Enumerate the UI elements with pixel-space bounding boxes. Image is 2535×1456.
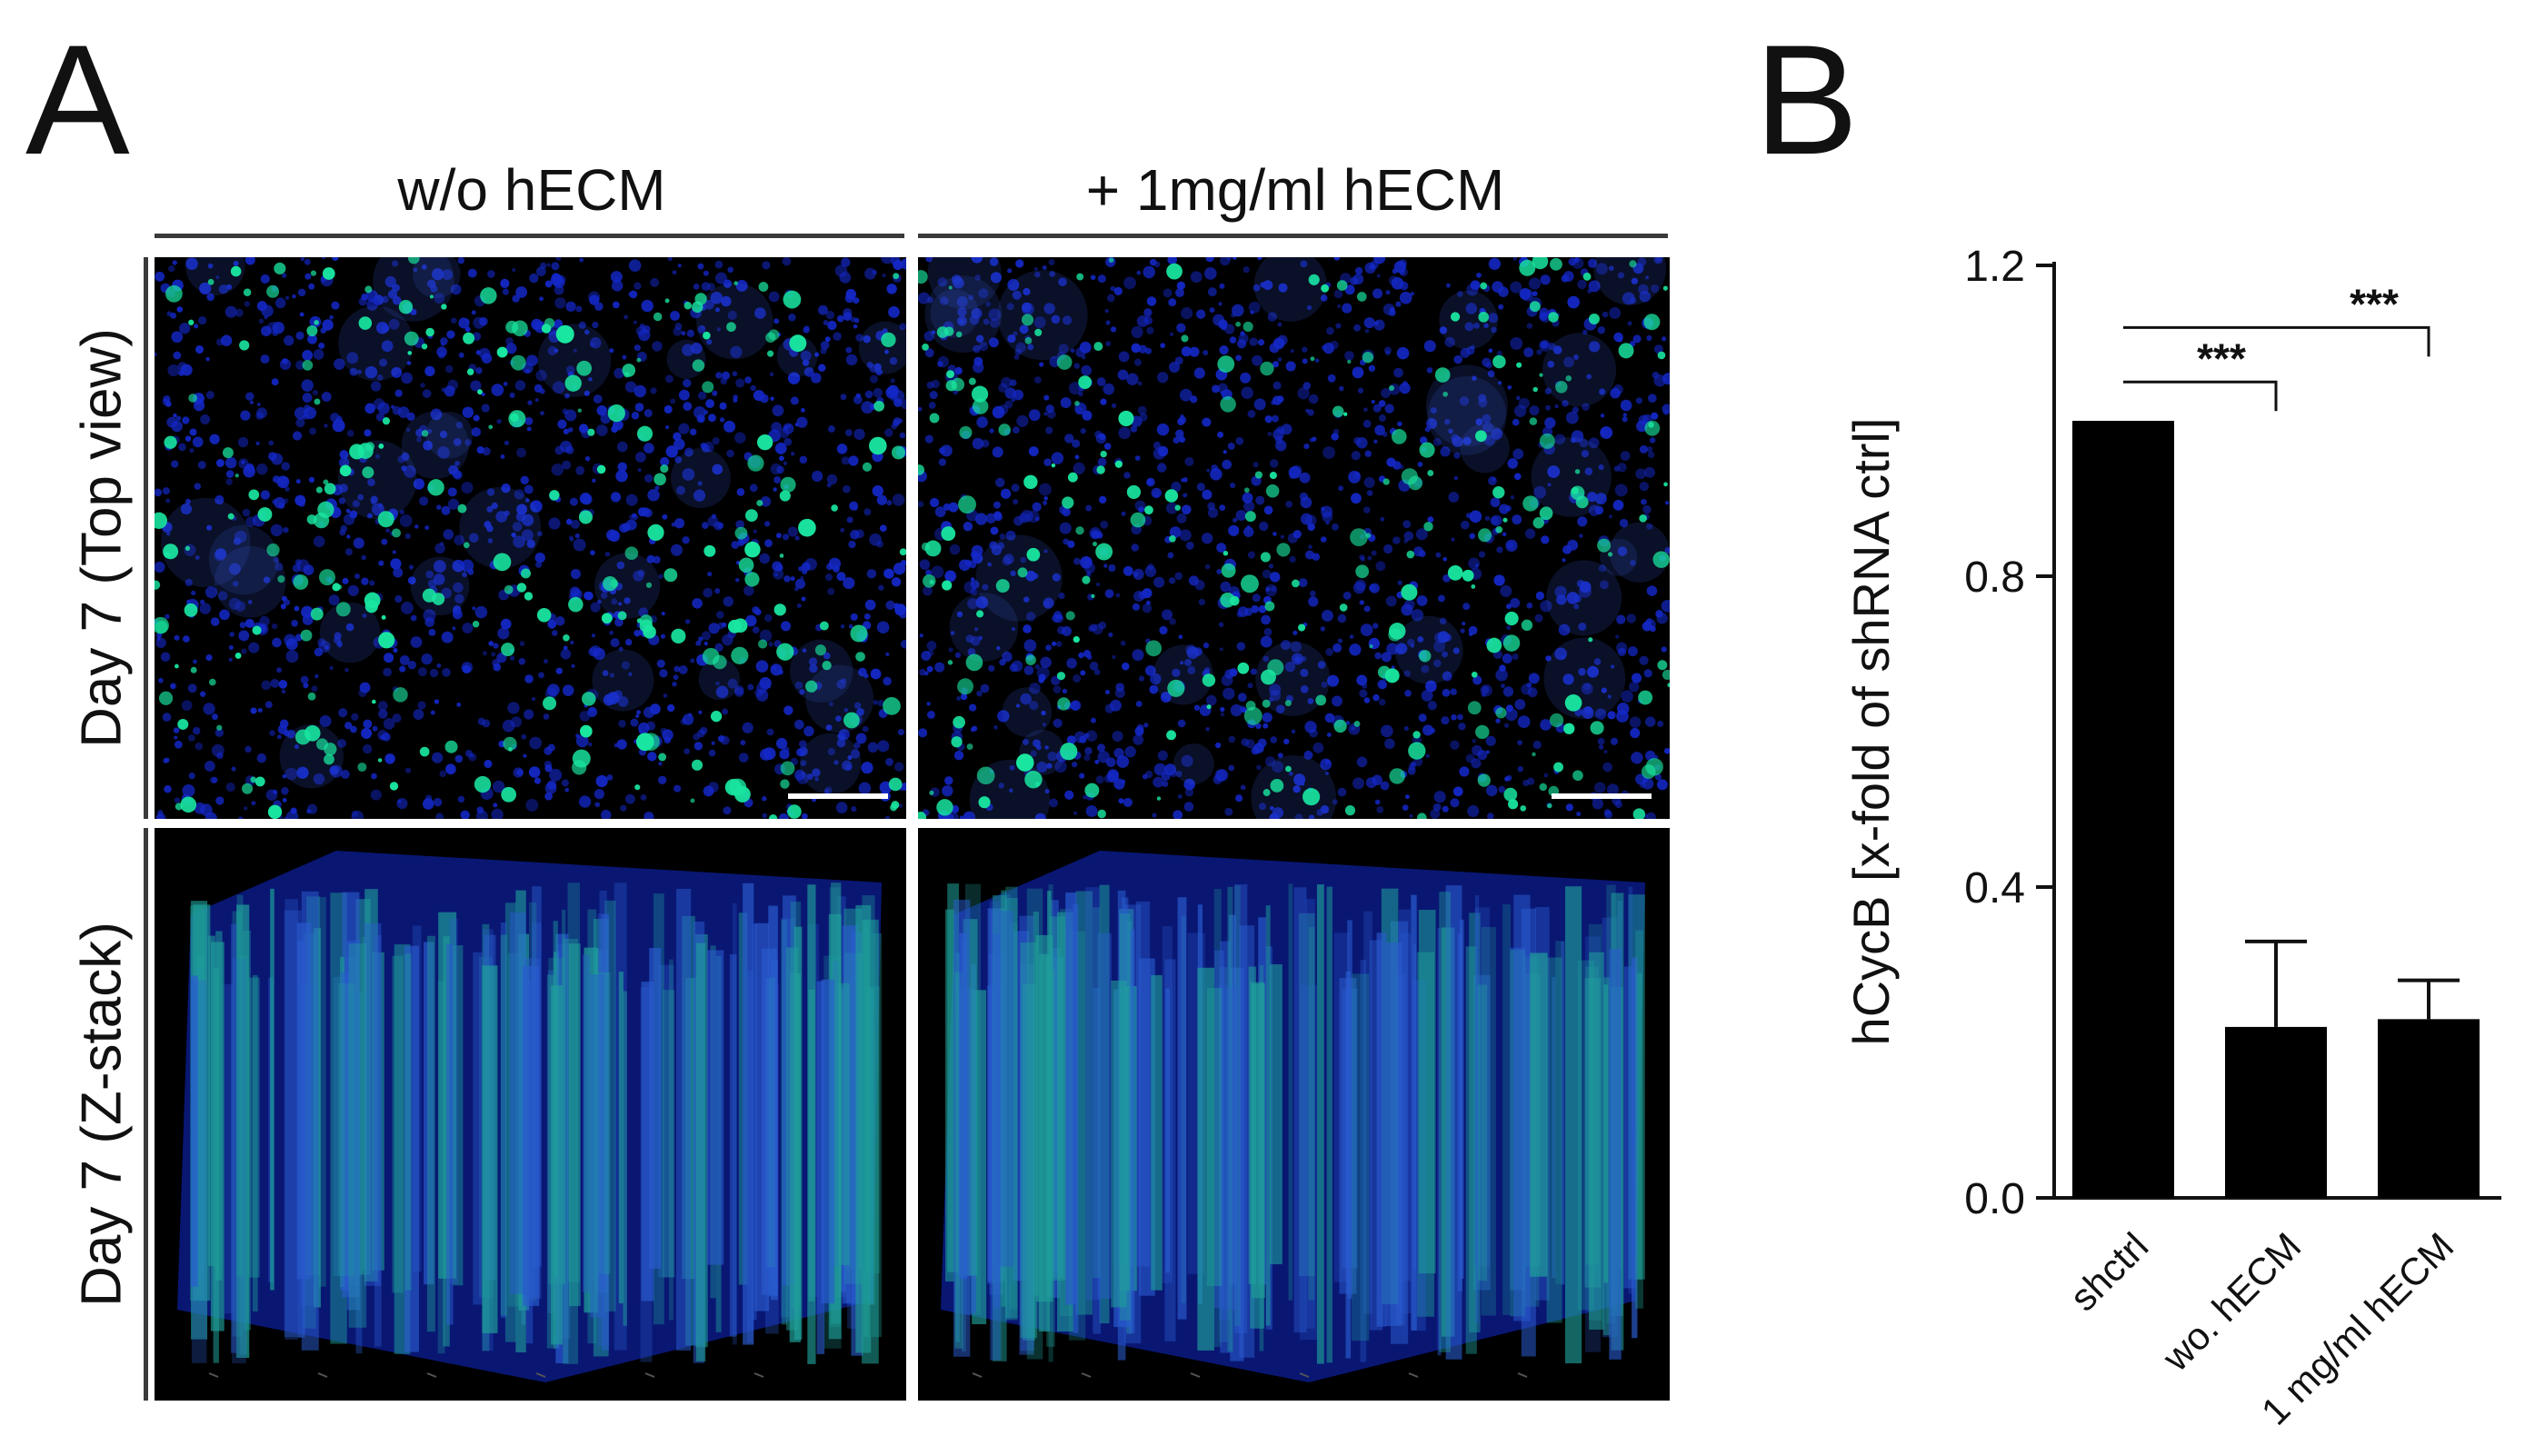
column-header-without-hecm: w/o hECM [397,157,666,223]
bar-chart: 0.0 0.4 0.8 1.2 hCycB [x-fold of shRNA ctrl]… [1727,227,2509,1445]
significance-bracket [2123,380,2278,412]
y-tick-label: 0.8 [1964,553,2025,602]
significance-bracket [2123,325,2430,357]
row-label-top-view: Day 7 (Top view) [70,328,134,748]
y-tick-label: 1.2 [1964,243,2025,291]
bar [2378,1019,2480,1198]
panel-b-letter: B [1754,13,1859,187]
micrograph-z-stack-without-hecm [155,828,906,1401]
x-category-label: wo. hECM [2153,1224,2309,1380]
micrograph-top-view-without-hecm [155,257,906,819]
significance-label: *** [2350,280,2399,327]
y-tick-label: 0.0 [1964,1175,2025,1223]
column-rule-left [155,234,904,238]
micrograph-top-view-with-hecm [918,257,1670,819]
column-rule-right [918,234,1668,238]
y-tick-label: 0.4 [1964,864,2025,912]
significance-label: *** [2197,334,2246,382]
y-axis-label: hCycB [x-fold of shRNA ctrl] [1842,418,1900,1046]
panel-a-letter: A [25,13,130,187]
x-category-label: shctrl [2061,1224,2156,1319]
column-header-with-hecm: + 1mg/ml hECM [1085,157,1505,223]
micrograph-z-stack-with-hecm [918,828,1670,1401]
row-rule-bottom [144,828,148,1401]
row-label-z-stack: Day 7 (Z-stack) [70,922,134,1307]
row-rule-top [144,257,148,819]
bar [2225,1026,2327,1198]
bar [2072,421,2174,1198]
